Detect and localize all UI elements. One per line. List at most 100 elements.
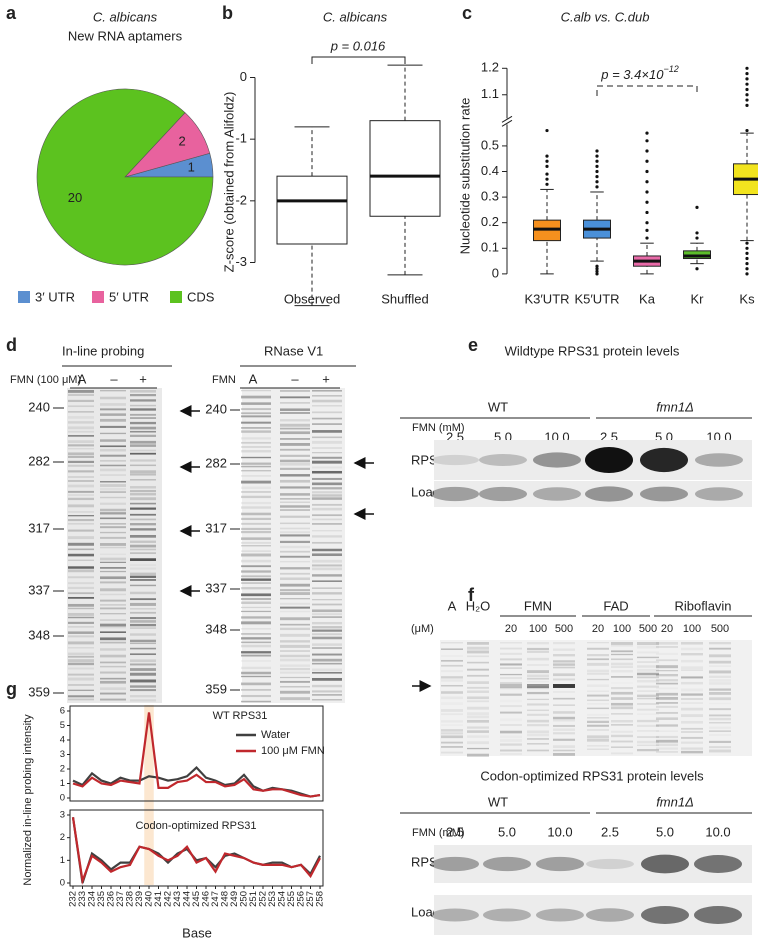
gel-band <box>656 679 678 682</box>
outlier <box>645 169 649 174</box>
x-tick-label: 258 <box>315 891 326 907</box>
pie-slice <box>36 88 214 266</box>
gel-band <box>527 642 549 645</box>
gel-band <box>553 642 575 645</box>
gel-band <box>280 423 310 427</box>
gel-band <box>312 616 342 618</box>
panel-letter: d <box>6 335 17 355</box>
gel-band <box>100 637 126 641</box>
gel-band <box>68 504 94 508</box>
gel-band <box>68 569 94 573</box>
gel-band <box>709 708 731 711</box>
gel-band <box>280 427 310 430</box>
gel-band <box>100 613 126 615</box>
panel-letter: a <box>6 3 17 23</box>
x-tick-label: 234 <box>87 891 98 907</box>
outlier <box>645 236 649 240</box>
gel-band <box>312 633 342 636</box>
series-line <box>71 817 321 886</box>
x-tick-label: Shuffled <box>381 291 428 306</box>
panel-letter: f <box>468 585 475 605</box>
gel-band <box>587 678 609 681</box>
dose-label: 2.5 <box>446 824 464 839</box>
gel-band <box>467 747 489 750</box>
gel-band <box>611 650 633 653</box>
gel-band <box>68 434 94 437</box>
gel-band <box>68 476 94 478</box>
gel-band <box>130 421 156 425</box>
outlier <box>545 182 549 186</box>
gel-band <box>241 441 271 444</box>
gel-band <box>68 616 94 619</box>
gel-band <box>68 548 94 551</box>
bracket <box>311 56 406 64</box>
gel-band <box>500 753 522 756</box>
annotation: p = 0.016 <box>330 38 386 53</box>
gel-band <box>553 660 575 663</box>
gel-band <box>68 511 94 513</box>
gel-band <box>130 464 156 467</box>
gel-band <box>100 536 126 539</box>
chart-subtitle: New RNA aptamers <box>68 28 183 43</box>
gel-band <box>312 487 342 490</box>
gel-band <box>68 582 94 585</box>
blot-band <box>479 486 527 502</box>
gel-band <box>527 674 549 678</box>
gel-band <box>280 412 310 414</box>
gel-band <box>553 716 575 720</box>
annotation: p = 3.4×10−12 <box>600 64 678 82</box>
gel-band <box>312 447 342 449</box>
gel-band <box>500 711 522 714</box>
gel-band <box>637 740 659 744</box>
gel-band <box>241 675 271 678</box>
marker-label: 240 <box>205 401 227 416</box>
gel-band <box>241 616 271 619</box>
outlier <box>595 164 599 168</box>
outlier <box>745 87 749 92</box>
gel-band <box>637 642 659 645</box>
gel-band <box>312 677 342 681</box>
outlier <box>645 190 649 194</box>
box <box>276 175 348 245</box>
gel-band <box>637 645 659 649</box>
outlier <box>595 267 599 271</box>
gel-band <box>100 576 126 580</box>
gel-band <box>312 548 342 552</box>
gel-band <box>241 553 271 557</box>
gel-band <box>500 730 522 734</box>
gel-band <box>280 555 310 558</box>
gel-band <box>280 644 310 648</box>
gel-band <box>441 729 463 732</box>
gel-band <box>587 690 609 692</box>
bracket <box>596 85 698 96</box>
gel-band <box>709 734 731 736</box>
gel-band <box>130 647 156 650</box>
outlier <box>545 154 549 158</box>
outlier <box>745 241 749 245</box>
gel-band <box>587 748 609 750</box>
gel-band <box>68 470 94 473</box>
gel-band <box>280 680 310 683</box>
x-tick-label: 249 <box>229 891 240 907</box>
gel-band <box>68 448 94 450</box>
gel-band <box>241 593 271 597</box>
gel-band <box>312 613 342 616</box>
gel-band <box>467 655 489 658</box>
gel-band <box>68 673 94 676</box>
x-tick-label: 257 <box>305 891 316 907</box>
gel-band <box>280 606 310 609</box>
y-tick-label: 5 <box>60 720 65 731</box>
gel-band <box>100 390 126 392</box>
x-tick-label: 236 <box>106 891 117 907</box>
annotation-base: p = 3.4×10 <box>600 67 664 82</box>
gel-band <box>587 738 609 742</box>
gel-band <box>241 654 271 657</box>
gel-band <box>130 497 156 501</box>
gel-band <box>280 550 310 553</box>
gel-band <box>611 662 633 666</box>
gel-band <box>280 431 310 435</box>
gel-band <box>587 694 609 697</box>
outlier <box>595 175 599 179</box>
lane-label: + <box>139 371 147 386</box>
gel-band <box>553 673 575 677</box>
